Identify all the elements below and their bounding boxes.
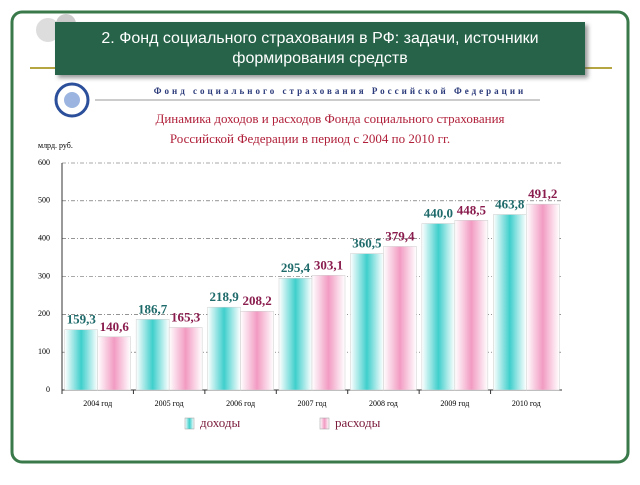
value-label: 303,1 [314,257,343,272]
bar [526,203,560,391]
bar [64,329,98,391]
x-tick-label: 2009 год [440,399,469,408]
bar [454,220,489,391]
legend-swatch [184,417,195,430]
bar [350,253,384,391]
y-tick-label: 400 [38,233,50,242]
chart-title: Динамика доходов и расходов Фонда социал… [155,111,504,126]
legend-label: доходы [200,415,241,430]
x-tick-label: 2008 год [369,399,398,408]
y-tick-label: 600 [38,158,50,167]
org-name: Фонд социального страхования Российской … [154,86,526,96]
x-tick-label: 2004 год [83,399,112,408]
value-label: 208,2 [242,293,271,308]
value-label: 140,6 [100,319,130,334]
bar [421,223,456,391]
x-tick-label: 2006 год [226,399,255,408]
y-tick-label: 100 [38,347,50,356]
value-label: 379,4 [385,228,415,243]
value-label: 491,2 [528,186,557,201]
bar [311,275,346,391]
x-tick-label: 2007 год [298,399,327,408]
value-label: 165,3 [171,309,201,324]
value-label: 440,0 [424,206,453,221]
bar [278,277,313,391]
y-axis-label: млрд. руб. [38,141,73,150]
y-tick-label: 200 [38,309,50,318]
legend-label: расходы [335,415,381,430]
value-label: 448,5 [457,202,487,217]
bar [97,336,131,391]
chart-title: Российской Федерации в период с 2004 по … [170,131,450,146]
logo [64,92,80,108]
y-tick-label: 500 [38,196,50,205]
header-banner [55,22,585,75]
bar [135,319,170,391]
bar [207,306,241,391]
x-tick-label: 2010 год [512,399,541,408]
value-label: 360,5 [352,236,382,251]
bar [240,310,274,391]
bar [168,327,203,391]
header-title: формирования средств [232,50,407,67]
decor [36,18,60,42]
value-label: 295,4 [281,260,311,275]
value-label: 186,7 [138,301,168,316]
value-label: 159,3 [67,312,97,327]
y-tick-label: 0 [46,385,50,394]
legend-swatch [319,417,330,430]
x-tick-label: 2005 год [155,399,184,408]
y-tick-label: 300 [38,271,50,280]
bar [493,214,527,391]
value-label: 218,9 [209,289,239,304]
bar [383,246,417,391]
value-label: 463,8 [495,197,525,212]
header-title: 2. Фонд социального страхования в РФ: за… [101,30,538,47]
